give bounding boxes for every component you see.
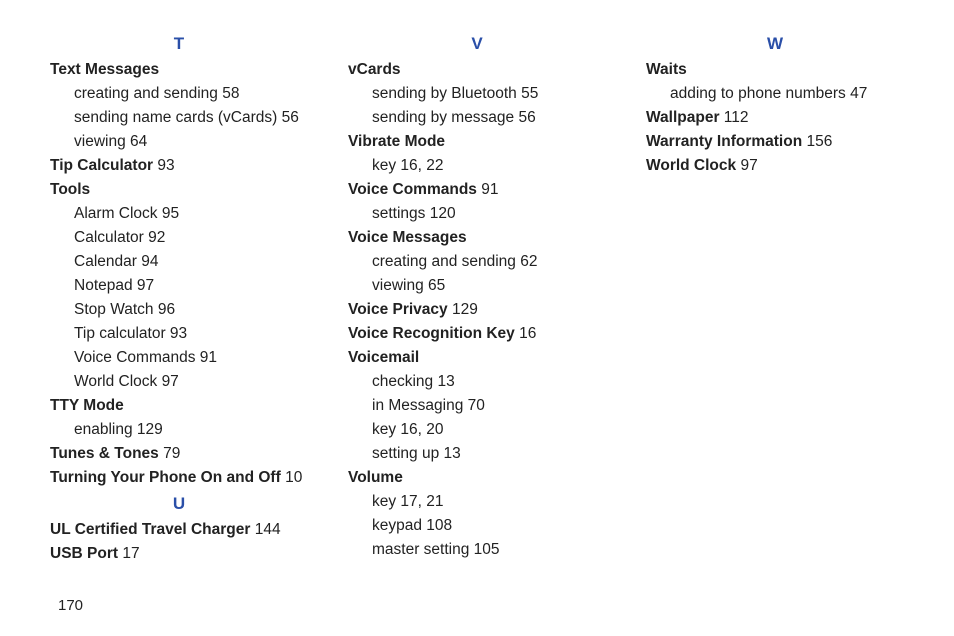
index-topic: Vibrate Mode — [348, 130, 606, 154]
index-letter: V — [348, 34, 606, 54]
index-subentry: key 16, 20 — [348, 418, 606, 442]
index-subentry: Notepad 97 — [50, 274, 308, 298]
index-subentry: sending by Bluetooth 55 — [348, 82, 606, 106]
index-subentry: viewing 64 — [50, 130, 308, 154]
index-subentry: sending name cards (vCards) 56 — [50, 106, 308, 130]
index-page-ref: 112 — [720, 109, 749, 126]
index-page-ref: 144 — [250, 521, 280, 538]
column-2: VvCardssending by Bluetooth 55sending by… — [348, 30, 606, 566]
index-subentry: Voice Commands 91 — [50, 346, 308, 370]
index-page-ref: 79 — [159, 445, 181, 462]
index-page-ref: 17 — [118, 545, 140, 562]
index-topic: Voice Privacy 129 — [348, 298, 606, 322]
index-subentry: viewing 65 — [348, 274, 606, 298]
index-subentry: creating and sending 58 — [50, 82, 308, 106]
index-topic: vCards — [348, 58, 606, 82]
index-subentry: World Clock 97 — [50, 370, 308, 394]
index-topic: Turning Your Phone On and Off 10 — [50, 466, 308, 490]
index-topic: Volume — [348, 466, 606, 490]
index-page-ref: 91 — [477, 181, 499, 198]
index-subentry: Alarm Clock 95 — [50, 202, 308, 226]
index-topic: Voice Recognition Key 16 — [348, 322, 606, 346]
index-topic: Text Messages — [50, 58, 308, 82]
index-subentry: Tip calculator 93 — [50, 322, 308, 346]
index-subentry: settings 120 — [348, 202, 606, 226]
index-subentry: key 17, 21 — [348, 490, 606, 514]
index-topic: Voice Commands 91 — [348, 178, 606, 202]
index-topic: Tools — [50, 178, 308, 202]
column-1: T Text Messagescreating and sending 58sen… — [50, 30, 308, 566]
index-subentry: Stop Watch 96 — [50, 298, 308, 322]
index-letter: T — [50, 34, 308, 54]
index-page: TText Messagescreating and sending 58sen… — [0, 0, 954, 586]
index-page-ref: 93 — [153, 157, 175, 174]
index-subentry: master setting 105 — [348, 538, 606, 562]
page-number: 170 — [58, 597, 83, 614]
index-topic: USB Port 17 — [50, 542, 308, 566]
column-3: W Waitsadding to phone numbers 47Wallpape… — [646, 30, 904, 566]
index-topic: Wallpaper 112 — [646, 106, 904, 130]
index-topic: Tip Calculator 93 — [50, 154, 308, 178]
index-subentry: sending by message 56 — [348, 106, 606, 130]
index-subentry: Calendar 94 — [50, 250, 308, 274]
index-subentry: setting up 13 — [348, 442, 606, 466]
index-topic: Voice Messages — [348, 226, 606, 250]
index-page-ref: 156 — [802, 133, 832, 150]
index-topic: World Clock 97 — [646, 154, 904, 178]
index-page-ref: 129 — [448, 301, 478, 318]
index-topic: Warranty Information 156 — [646, 130, 904, 154]
index-subentry: keypad 108 — [348, 514, 606, 538]
index-subentry: adding to phone numbers 47 — [646, 82, 904, 106]
index-subentry: checking 13 — [348, 370, 606, 394]
index-page-ref: 97 — [736, 157, 758, 174]
index-page-ref: 10 — [281, 469, 303, 486]
index-subentry: Calculator 92 — [50, 226, 308, 250]
index-topic: Tunes & Tones 79 — [50, 442, 308, 466]
index-topic: Voicemail — [348, 346, 606, 370]
index-topic: UL Certified Travel Charger 144 — [50, 518, 308, 542]
index-topic: TTY Mode — [50, 394, 308, 418]
index-letter: W — [646, 34, 904, 54]
index-subentry: key 16, 22 — [348, 154, 606, 178]
index-subentry: enabling 129 — [50, 418, 308, 442]
index-topic: Waits — [646, 58, 904, 82]
index-page-ref: 16 — [515, 325, 537, 342]
index-subentry: creating and sending 62 — [348, 250, 606, 274]
index-letter: U — [50, 494, 308, 514]
index-subentry: in Messaging 70 — [348, 394, 606, 418]
